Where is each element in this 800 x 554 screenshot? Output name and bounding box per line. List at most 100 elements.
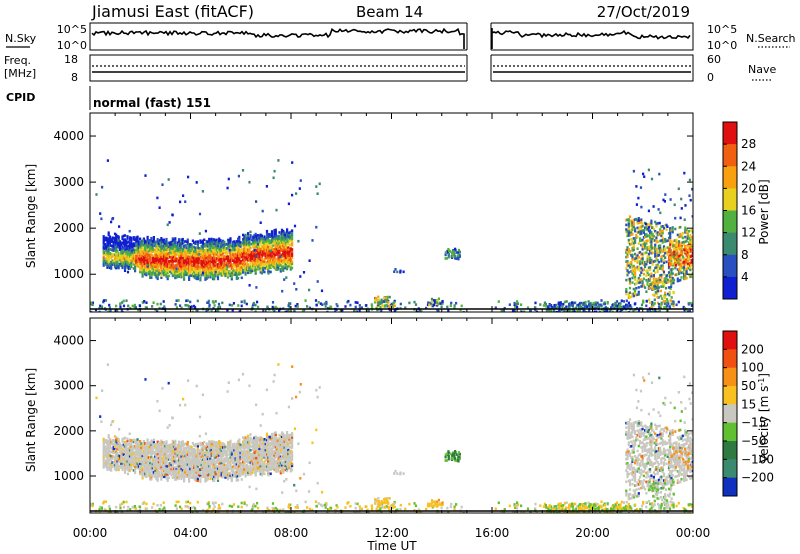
power-cell (270, 261, 274, 264)
power-cell (646, 227, 650, 231)
power-cell (291, 248, 294, 251)
power-cell (675, 238, 678, 242)
power-cell (136, 239, 139, 243)
power-cell (174, 243, 177, 246)
velocity-cell (144, 464, 147, 468)
power-cell (232, 240, 235, 244)
velocity-cell (102, 466, 105, 469)
power-cell (608, 310, 611, 312)
power-cell (639, 218, 642, 222)
velocity-cell (184, 446, 187, 450)
power-cell (258, 261, 261, 265)
power-cell (287, 242, 290, 245)
power-cell (662, 272, 666, 276)
power-cell (146, 258, 149, 262)
power-cell (177, 275, 181, 278)
power-cell (213, 277, 216, 281)
power-cell (243, 235, 246, 238)
velocity-cell (134, 451, 137, 454)
power-cell (194, 259, 197, 262)
power-cell (122, 263, 125, 267)
velocity-cell (141, 462, 144, 466)
power-cell (184, 271, 187, 274)
date-title: 27/Oct/2019 (597, 3, 690, 21)
velocity-cell (167, 462, 171, 465)
power-cell (259, 270, 262, 274)
velocity-cell (181, 468, 184, 472)
power-cell (449, 304, 452, 307)
velocity-cell (176, 476, 179, 479)
velocity-cell (157, 470, 160, 474)
power-cell (111, 263, 114, 266)
power-cell (296, 303, 299, 306)
power-cell (225, 257, 228, 261)
velocity-cell (108, 466, 111, 469)
power-cell (132, 238, 135, 241)
velocity-cell (127, 455, 130, 458)
power-cell (211, 263, 215, 266)
power-cell (670, 302, 673, 306)
power-cell (110, 252, 113, 256)
power-cell (122, 242, 125, 246)
power-cell (282, 236, 285, 239)
power-cell (500, 310, 504, 312)
power-cell (283, 248, 286, 251)
power-cell (205, 277, 208, 280)
power-cell (287, 309, 290, 312)
velocity-cell (137, 457, 140, 460)
power-cell (254, 234, 257, 238)
power-cell (289, 247, 292, 250)
power-cell (274, 305, 277, 309)
power-cell (647, 168, 650, 172)
power-cell (191, 264, 194, 267)
power-cell (203, 255, 206, 258)
power-cell (253, 249, 256, 252)
power-cell (177, 265, 181, 268)
power-cell (562, 308, 566, 312)
power-cell (201, 260, 204, 263)
power-cell (627, 229, 630, 233)
power-cell (174, 249, 177, 253)
power-cell (149, 270, 152, 273)
velocity-cell (106, 462, 109, 465)
power-cell (257, 254, 260, 258)
power-cell (181, 248, 184, 251)
power-cell (674, 252, 678, 256)
power-cell (596, 301, 599, 305)
power-cell (238, 266, 241, 270)
power-cell (102, 243, 105, 246)
velocity-cell (106, 460, 109, 463)
power-cell (158, 306, 161, 310)
power-cell (188, 276, 191, 279)
power-cell (289, 263, 292, 267)
power-cell (156, 310, 159, 312)
velocity-cell (165, 458, 168, 462)
power-cell (677, 261, 680, 265)
power-cell (648, 279, 651, 282)
power-cell (286, 238, 289, 242)
power-cell (166, 277, 169, 281)
power-cell (166, 275, 169, 279)
power-cell (286, 267, 289, 271)
velocity-cell (136, 442, 139, 445)
power-cell (243, 268, 246, 271)
velocity-cell (121, 462, 124, 465)
power-cell (661, 231, 664, 235)
power-cell (118, 248, 122, 252)
power-cell (277, 241, 280, 244)
power-cell (632, 269, 635, 272)
velocity-cell (184, 452, 187, 456)
power-cell (650, 305, 653, 309)
power-cell (268, 235, 271, 238)
power-cell (243, 257, 246, 261)
velocity-cell (185, 448, 188, 452)
power-cell (172, 240, 176, 244)
power-cell (245, 255, 248, 259)
power-cell (648, 298, 651, 302)
power-cell (404, 306, 407, 309)
power-cell (151, 239, 154, 243)
power-cell (210, 237, 213, 241)
power-cell (589, 301, 592, 305)
power-cell (626, 230, 629, 233)
power-cell (244, 271, 247, 274)
